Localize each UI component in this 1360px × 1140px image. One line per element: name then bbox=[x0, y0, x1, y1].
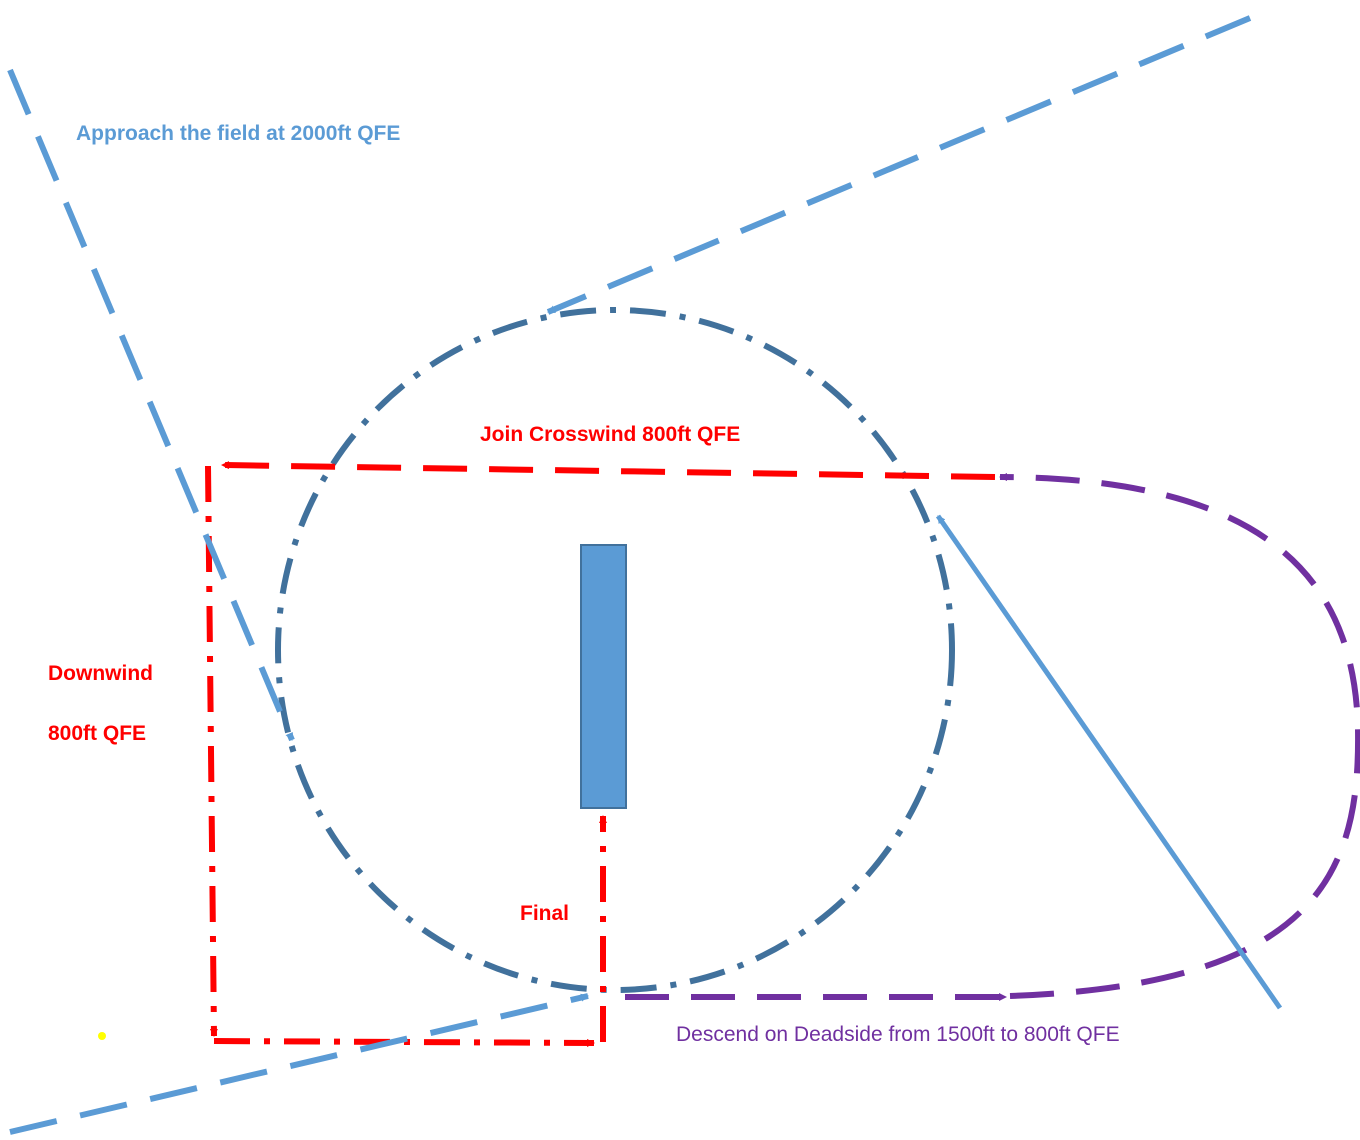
approach-line-bottom-right bbox=[935, 514, 1283, 1010]
downwind-label: Downwind bbox=[48, 662, 153, 685]
runway bbox=[580, 544, 627, 809]
final-label: Final bbox=[520, 902, 570, 925]
approach-label: Approach the field at 2000ft QFE bbox=[76, 122, 401, 145]
downwind-altitude-label: 800ft QFE bbox=[48, 722, 147, 745]
crosswind-leg bbox=[221, 461, 996, 480]
marker-dot bbox=[98, 1032, 106, 1040]
approach-line-top-right bbox=[546, 15, 1252, 315]
crosswind-label: Join Crosswind 800ft QFE bbox=[480, 423, 741, 446]
overhead-circle bbox=[275, 307, 955, 993]
deadside-descent-path bbox=[999, 473, 1360, 999]
approach-line-top-left bbox=[7, 68, 295, 742]
approach-line-bottom-left bbox=[9, 993, 589, 1135]
downwind-leg bbox=[205, 465, 218, 1037]
deadside-label: Descend on Deadside from 1500ft to 800ft… bbox=[676, 1023, 1120, 1046]
